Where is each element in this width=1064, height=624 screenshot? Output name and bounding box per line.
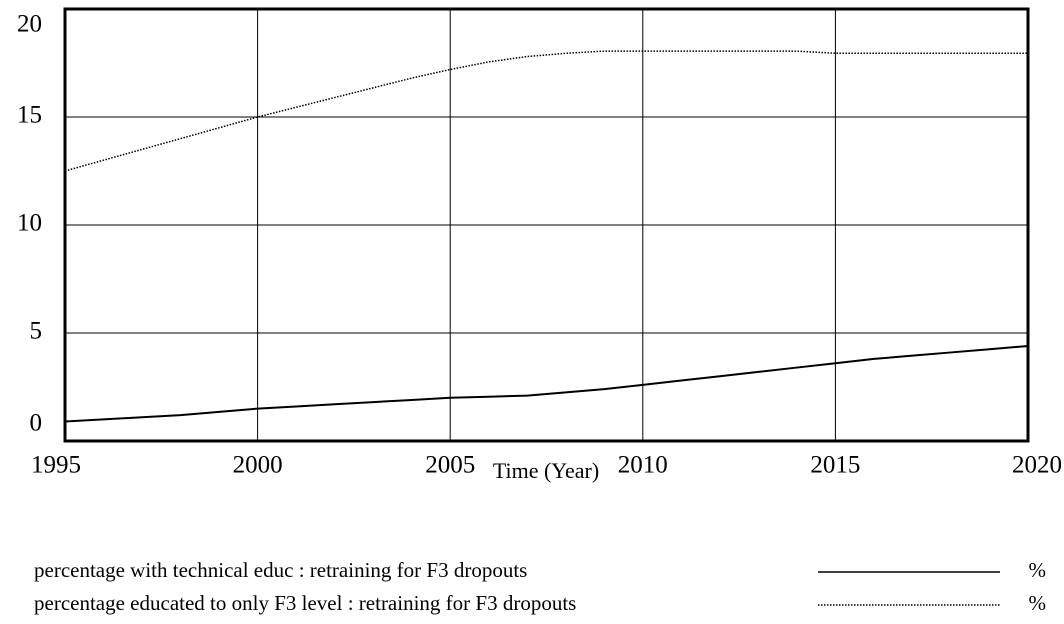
series-line [64,50,1028,172]
y-tick-label: 5 [30,318,43,345]
y-tick-label: 15 [17,102,42,129]
y-tick-label: 10 [17,210,42,237]
x-tick-label: 2010 [618,452,668,479]
legend-unit: % [1029,591,1047,615]
x-axis-title: Time (Year) [493,458,599,483]
x-tick-label: 2000 [233,452,283,479]
x-tick-label: 1995 [31,452,81,479]
plot-frame [63,7,1030,443]
x-tick-label: 2015 [810,452,860,479]
series-line [64,344,1029,423]
legend-unit: % [1029,558,1047,582]
legend-label: percentage educated to only F3 level : r… [34,591,576,615]
x-tick-label: 2020 [1012,452,1062,479]
y-tick-label: 0 [30,410,43,437]
legend-label: percentage with technical educ : retrain… [34,558,527,582]
y-tick-label: 20 [17,11,42,38]
x-tick-label: 2005 [425,452,475,479]
